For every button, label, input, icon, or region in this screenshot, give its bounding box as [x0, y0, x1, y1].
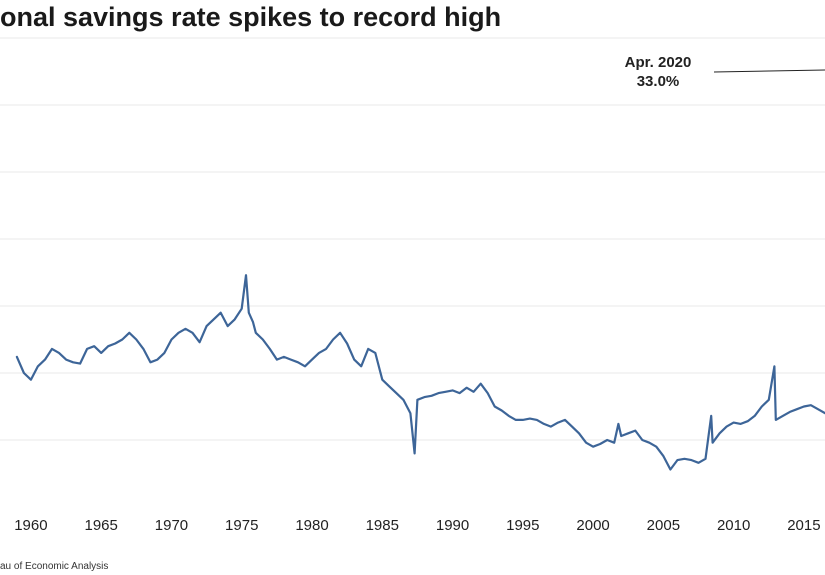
x-tick-label: 2010 [717, 517, 750, 534]
annotation-value: 33.0% [637, 73, 680, 90]
x-tick-label: 2015 [787, 517, 820, 534]
x-axis-ticks: 1960 1965 1970 1975 1980 1985 1990 1995 2000 2005… [14, 517, 820, 534]
source-note: au of Economic Analysis [0, 561, 109, 572]
x-tick-label: 2000 [576, 517, 609, 534]
x-tick-label: 1980 [295, 517, 328, 534]
x-tick-label: 1995 [506, 517, 539, 534]
savings-rate-line [15, 274, 825, 471]
x-tick-label: 1970 [155, 517, 188, 534]
x-tick-label: 1985 [366, 517, 399, 534]
chart-title: onal savings rate spikes to record high [0, 2, 502, 32]
x-tick-label: 1990 [436, 517, 469, 534]
x-tick-label: 1960 [14, 517, 47, 534]
gridlines [0, 37, 825, 441]
x-tick-label: 1965 [85, 517, 118, 534]
annotation-date: Apr. 2020 [625, 54, 692, 71]
x-tick-label: 1975 [225, 517, 258, 534]
x-tick-label: 2005 [647, 517, 680, 534]
callout-line [713, 69, 825, 73]
